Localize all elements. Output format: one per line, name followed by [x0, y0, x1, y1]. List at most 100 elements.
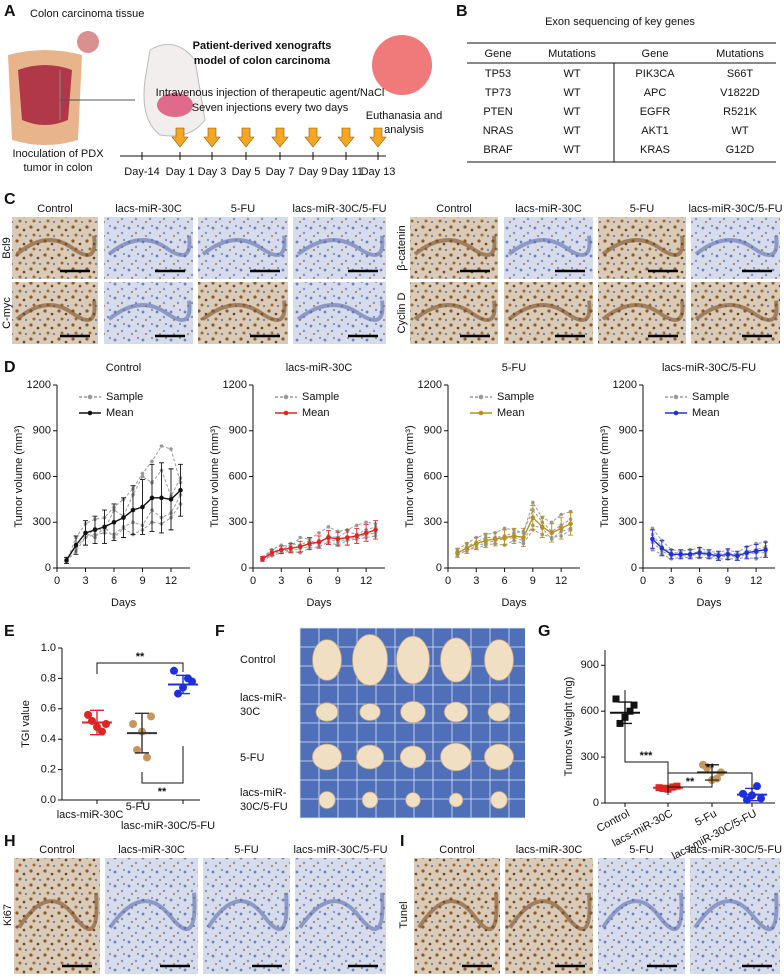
- data-point: [140, 474, 145, 479]
- table-cell: PTEN: [483, 106, 512, 118]
- tissue-structure: [107, 300, 192, 322]
- x-tick-label: lasc-miR-30C/5-FU: [121, 820, 215, 832]
- column-label: lacs-miR-30C/5-FU: [688, 844, 782, 856]
- data-point: [502, 535, 507, 540]
- legend-swatch: [673, 410, 679, 416]
- column-label: Control: [439, 844, 474, 856]
- data-point: [159, 444, 164, 448]
- panel-label: E: [4, 623, 15, 640]
- data-point: [288, 545, 294, 551]
- panel-a-art: [8, 31, 432, 157]
- column-label: lacs-miR-30C: [115, 203, 182, 215]
- data-point: [678, 551, 684, 557]
- x-tick-label: lacs-miR-30C: [57, 809, 124, 821]
- x-tick-label: 9: [725, 575, 731, 587]
- data-point: [184, 674, 192, 683]
- tumor: [487, 702, 511, 722]
- column-label: Control: [37, 203, 72, 215]
- panel-a-title: model of colon carcinoma: [194, 55, 331, 67]
- column-label: 5-FU: [630, 203, 655, 215]
- data-point: [612, 695, 620, 703]
- data-point: [92, 527, 98, 533]
- data-point: [278, 547, 284, 552]
- table-header: Mutations: [716, 48, 764, 60]
- data-point: [568, 521, 573, 527]
- data-point: [168, 497, 174, 502]
- tissue-label: Colon carcinoma tissue: [30, 8, 144, 20]
- chart-title: lacs-miR-30C/5-FU: [662, 362, 756, 374]
- legend-swatch: [283, 410, 289, 416]
- legend-label: Sample: [497, 391, 534, 403]
- error-bar: [135, 712, 149, 754]
- chart-title: 5-FU: [502, 362, 527, 374]
- data-point: [297, 544, 303, 549]
- data-point: [354, 523, 359, 528]
- column-label: 5-FU: [629, 844, 654, 856]
- tumor-illustration: [372, 35, 432, 95]
- column-label: lacs-miR-30C/5-FU: [292, 203, 386, 215]
- x-tick-label: 6: [697, 575, 703, 587]
- data-point: [687, 551, 693, 557]
- tumor: [359, 703, 381, 721]
- data-point: [88, 716, 96, 725]
- series-line: [652, 528, 766, 554]
- data-point: [335, 536, 341, 542]
- tissue-structure: [201, 300, 287, 322]
- row-label: Tunel: [398, 901, 410, 928]
- data-point: [539, 524, 545, 530]
- data-point: [149, 495, 155, 501]
- data-point: [743, 795, 751, 804]
- y-tick-label: 300: [33, 516, 51, 528]
- row-label: 5-FU: [240, 752, 265, 764]
- y-axis-label: Tumors Weight (mg): [563, 677, 575, 777]
- x-tick-label: 0: [640, 575, 646, 587]
- injection-arrow: [271, 127, 289, 148]
- tumor: [443, 701, 469, 723]
- data-point: [549, 520, 554, 525]
- x-tick-label: 3: [278, 575, 284, 587]
- chart-title: lacs-miR-30C: [286, 362, 353, 374]
- column-label: 5-FU: [231, 203, 256, 215]
- day-label: Day-14: [124, 166, 159, 178]
- tissue-structure: [507, 300, 592, 322]
- column-label: Control: [39, 844, 74, 856]
- chart-title: Control: [106, 362, 141, 374]
- table-cell: V1822D: [720, 87, 760, 99]
- data-point: [492, 536, 498, 542]
- row-label: Control: [240, 654, 275, 666]
- error-bar: [176, 674, 190, 695]
- table-header: Gene: [485, 48, 512, 60]
- data-point: [659, 545, 665, 551]
- y-tick-label: 0.6: [41, 703, 56, 715]
- table-cell: WT: [731, 125, 748, 137]
- data-point: [549, 530, 555, 536]
- x-axis-label: Days: [111, 597, 137, 609]
- row-label: 30C/5-FU: [240, 801, 288, 813]
- x-tick-label: 5-Fu: [693, 808, 719, 829]
- data-point: [559, 512, 563, 517]
- tissue-structure: [201, 235, 287, 257]
- tumor: [440, 742, 472, 772]
- x-tick-label: 9: [335, 575, 341, 587]
- tissue-structure: [601, 235, 685, 257]
- tumor: [484, 639, 514, 681]
- table-cell: PIK3CA: [635, 68, 675, 80]
- injection-arrow: [304, 127, 322, 148]
- table-cell: WT: [563, 106, 580, 118]
- day-label: Day 1: [166, 166, 195, 178]
- x-tick-label: 9: [530, 575, 536, 587]
- y-tick-label: 0: [593, 797, 599, 809]
- day-label: Day 3: [198, 166, 227, 178]
- tissue-structure: [296, 235, 385, 257]
- column-label: 5-FU: [234, 844, 259, 856]
- y-tick-label: 0: [45, 562, 51, 574]
- tumor: [396, 635, 430, 685]
- column-label: Control: [436, 203, 471, 215]
- significance-bracket: [667, 772, 753, 790]
- y-axis-label: TGI value: [20, 700, 32, 748]
- data-point: [150, 459, 154, 464]
- y-tick-label: 300: [581, 751, 599, 763]
- table-header: Gene: [642, 48, 669, 60]
- data-point: [140, 504, 145, 510]
